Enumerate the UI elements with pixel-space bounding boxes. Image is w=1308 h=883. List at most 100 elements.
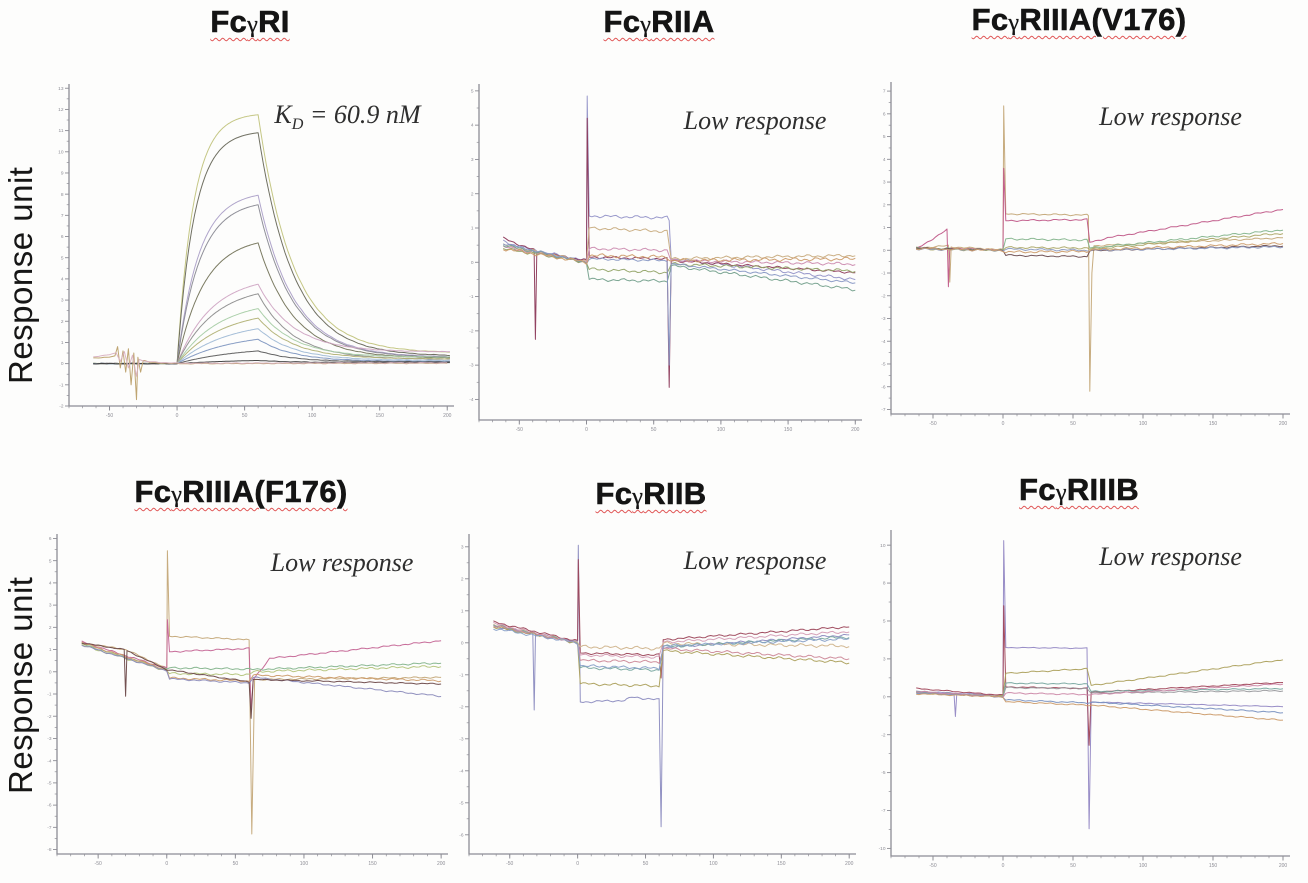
svg-text:-1: -1 bbox=[469, 294, 474, 300]
svg-text:-4: -4 bbox=[469, 397, 474, 403]
svg-text:0: 0 bbox=[576, 861, 579, 867]
title-text: RIIA bbox=[651, 4, 715, 40]
svg-text:0: 0 bbox=[883, 694, 886, 700]
svg-text:-2: -2 bbox=[59, 404, 64, 410]
svg-text:-7: -7 bbox=[47, 825, 52, 831]
kd-symbol: K bbox=[274, 100, 292, 129]
svg-text:50: 50 bbox=[1070, 421, 1076, 427]
svg-text:5: 5 bbox=[883, 619, 886, 625]
annotation-low-response: Low response bbox=[1099, 102, 1242, 131]
svg-text:-5: -5 bbox=[881, 362, 886, 368]
svg-text:100: 100 bbox=[308, 413, 317, 419]
annotation-low-response: Low response bbox=[1099, 542, 1242, 571]
panel-title-fcgriia: FcγRIIA bbox=[450, 4, 868, 40]
svg-text:9: 9 bbox=[61, 171, 64, 177]
svg-text:200: 200 bbox=[443, 413, 452, 419]
title-text: Fc bbox=[595, 476, 633, 512]
svg-text:150: 150 bbox=[376, 413, 385, 419]
plot-fcgriiib: -10 -7 -5 -2 0 3 5 8 10 -50 0 50 100 150 200 bbox=[879, 530, 1290, 869]
svg-text:2: 2 bbox=[471, 191, 474, 197]
svg-text:200: 200 bbox=[845, 861, 854, 867]
svg-text:-50: -50 bbox=[506, 861, 513, 867]
svg-text:6: 6 bbox=[49, 536, 52, 542]
svg-text:4: 4 bbox=[61, 276, 64, 282]
svg-text:1: 1 bbox=[471, 226, 474, 232]
gamma-symbol: γ bbox=[171, 481, 183, 508]
svg-text:2: 2 bbox=[61, 319, 64, 325]
plot-fcgriiiav: -7 -6 -5 -4 -3 -2 -1 0 1 2 3 4 5 6 7 -50 0 50 100 150 200 bbox=[881, 82, 1290, 427]
svg-text:200: 200 bbox=[1279, 863, 1288, 869]
svg-text:50: 50 bbox=[651, 427, 657, 433]
svg-text:150: 150 bbox=[784, 427, 793, 433]
svg-text:0: 0 bbox=[61, 361, 64, 367]
title-text: Fc bbox=[971, 2, 1009, 38]
svg-text:0: 0 bbox=[883, 248, 886, 254]
svg-text:2: 2 bbox=[883, 202, 886, 208]
svg-text:3: 3 bbox=[883, 656, 886, 662]
annotation-low-response: Low response bbox=[270, 548, 414, 577]
kd-subscript: D bbox=[291, 116, 304, 134]
title-text: RIIIA(V176) bbox=[1019, 2, 1187, 38]
svg-text:-6: -6 bbox=[459, 832, 464, 838]
panel-title-fcgriiib: FcγRIIIB bbox=[862, 472, 1296, 508]
svg-text:-5: -5 bbox=[47, 780, 52, 786]
svg-text:10: 10 bbox=[880, 543, 886, 549]
svg-text:-1: -1 bbox=[459, 672, 464, 678]
panel-title-fcgriiiav: FcγRIIIA(V176) bbox=[862, 2, 1296, 38]
svg-text:0: 0 bbox=[461, 640, 464, 646]
svg-text:0: 0 bbox=[165, 861, 168, 867]
svg-text:200: 200 bbox=[437, 861, 446, 867]
svg-text:100: 100 bbox=[717, 427, 726, 433]
svg-text:4: 4 bbox=[883, 157, 886, 163]
svg-text:150: 150 bbox=[777, 861, 786, 867]
svg-text:150: 150 bbox=[1209, 421, 1218, 427]
svg-text:-50: -50 bbox=[95, 861, 102, 867]
annotation-low-response: Low response bbox=[683, 546, 827, 575]
svg-text:5: 5 bbox=[61, 255, 64, 261]
svg-text:-1: -1 bbox=[47, 692, 52, 698]
svg-text:-8: -8 bbox=[47, 847, 52, 853]
svg-text:3: 3 bbox=[49, 603, 52, 609]
svg-text:-4: -4 bbox=[47, 758, 52, 764]
panel-title-fcgriiiaf: FcγRIIIA(F176) bbox=[28, 474, 454, 510]
svg-text:-2: -2 bbox=[881, 293, 886, 299]
svg-text:-50: -50 bbox=[929, 421, 936, 427]
svg-text:-50: -50 bbox=[516, 427, 523, 433]
svg-text:150: 150 bbox=[368, 861, 377, 867]
y-axis-label-row1: Response unit bbox=[2, 166, 39, 384]
svg-text:3: 3 bbox=[883, 180, 886, 186]
gamma-symbol: γ bbox=[1008, 9, 1020, 36]
svg-text:-3: -3 bbox=[469, 363, 474, 369]
annotation-kd: KD = 60.9 nM bbox=[240, 100, 455, 134]
panel-title-fcgri: FcγRI bbox=[40, 4, 460, 40]
svg-text:11: 11 bbox=[59, 128, 64, 134]
svg-text:3: 3 bbox=[461, 544, 464, 550]
svg-text:-10: -10 bbox=[879, 846, 886, 852]
svg-text:-7: -7 bbox=[881, 808, 886, 814]
svg-text:2: 2 bbox=[49, 625, 52, 631]
svg-text:50: 50 bbox=[643, 861, 649, 867]
svg-text:13: 13 bbox=[58, 86, 64, 92]
title-text: Fc bbox=[1019, 472, 1056, 508]
svg-text:7: 7 bbox=[883, 89, 886, 95]
svg-text:200: 200 bbox=[851, 427, 860, 433]
svg-text:50: 50 bbox=[1070, 863, 1076, 869]
svg-text:50: 50 bbox=[242, 413, 248, 419]
svg-text:3: 3 bbox=[61, 298, 64, 304]
svg-text:5: 5 bbox=[883, 134, 886, 140]
plot-fcgriiiaf: -8 -7 -6 -5 -4 -3 -2 -1 0 1 2 3 4 5 6 -50 0 50 100 150 200 bbox=[47, 534, 448, 867]
title-text: Fc bbox=[134, 474, 172, 510]
svg-text:-5: -5 bbox=[881, 770, 886, 776]
svg-text:4: 4 bbox=[471, 123, 474, 129]
svg-text:0: 0 bbox=[49, 669, 52, 675]
svg-text:-2: -2 bbox=[881, 732, 886, 738]
svg-text:-5: -5 bbox=[459, 800, 464, 806]
svg-text:5: 5 bbox=[49, 558, 52, 564]
svg-text:100: 100 bbox=[300, 861, 309, 867]
svg-text:-7: -7 bbox=[881, 407, 886, 413]
svg-text:5: 5 bbox=[471, 88, 474, 94]
gamma-symbol: γ bbox=[632, 483, 644, 510]
svg-text:1: 1 bbox=[883, 225, 886, 231]
